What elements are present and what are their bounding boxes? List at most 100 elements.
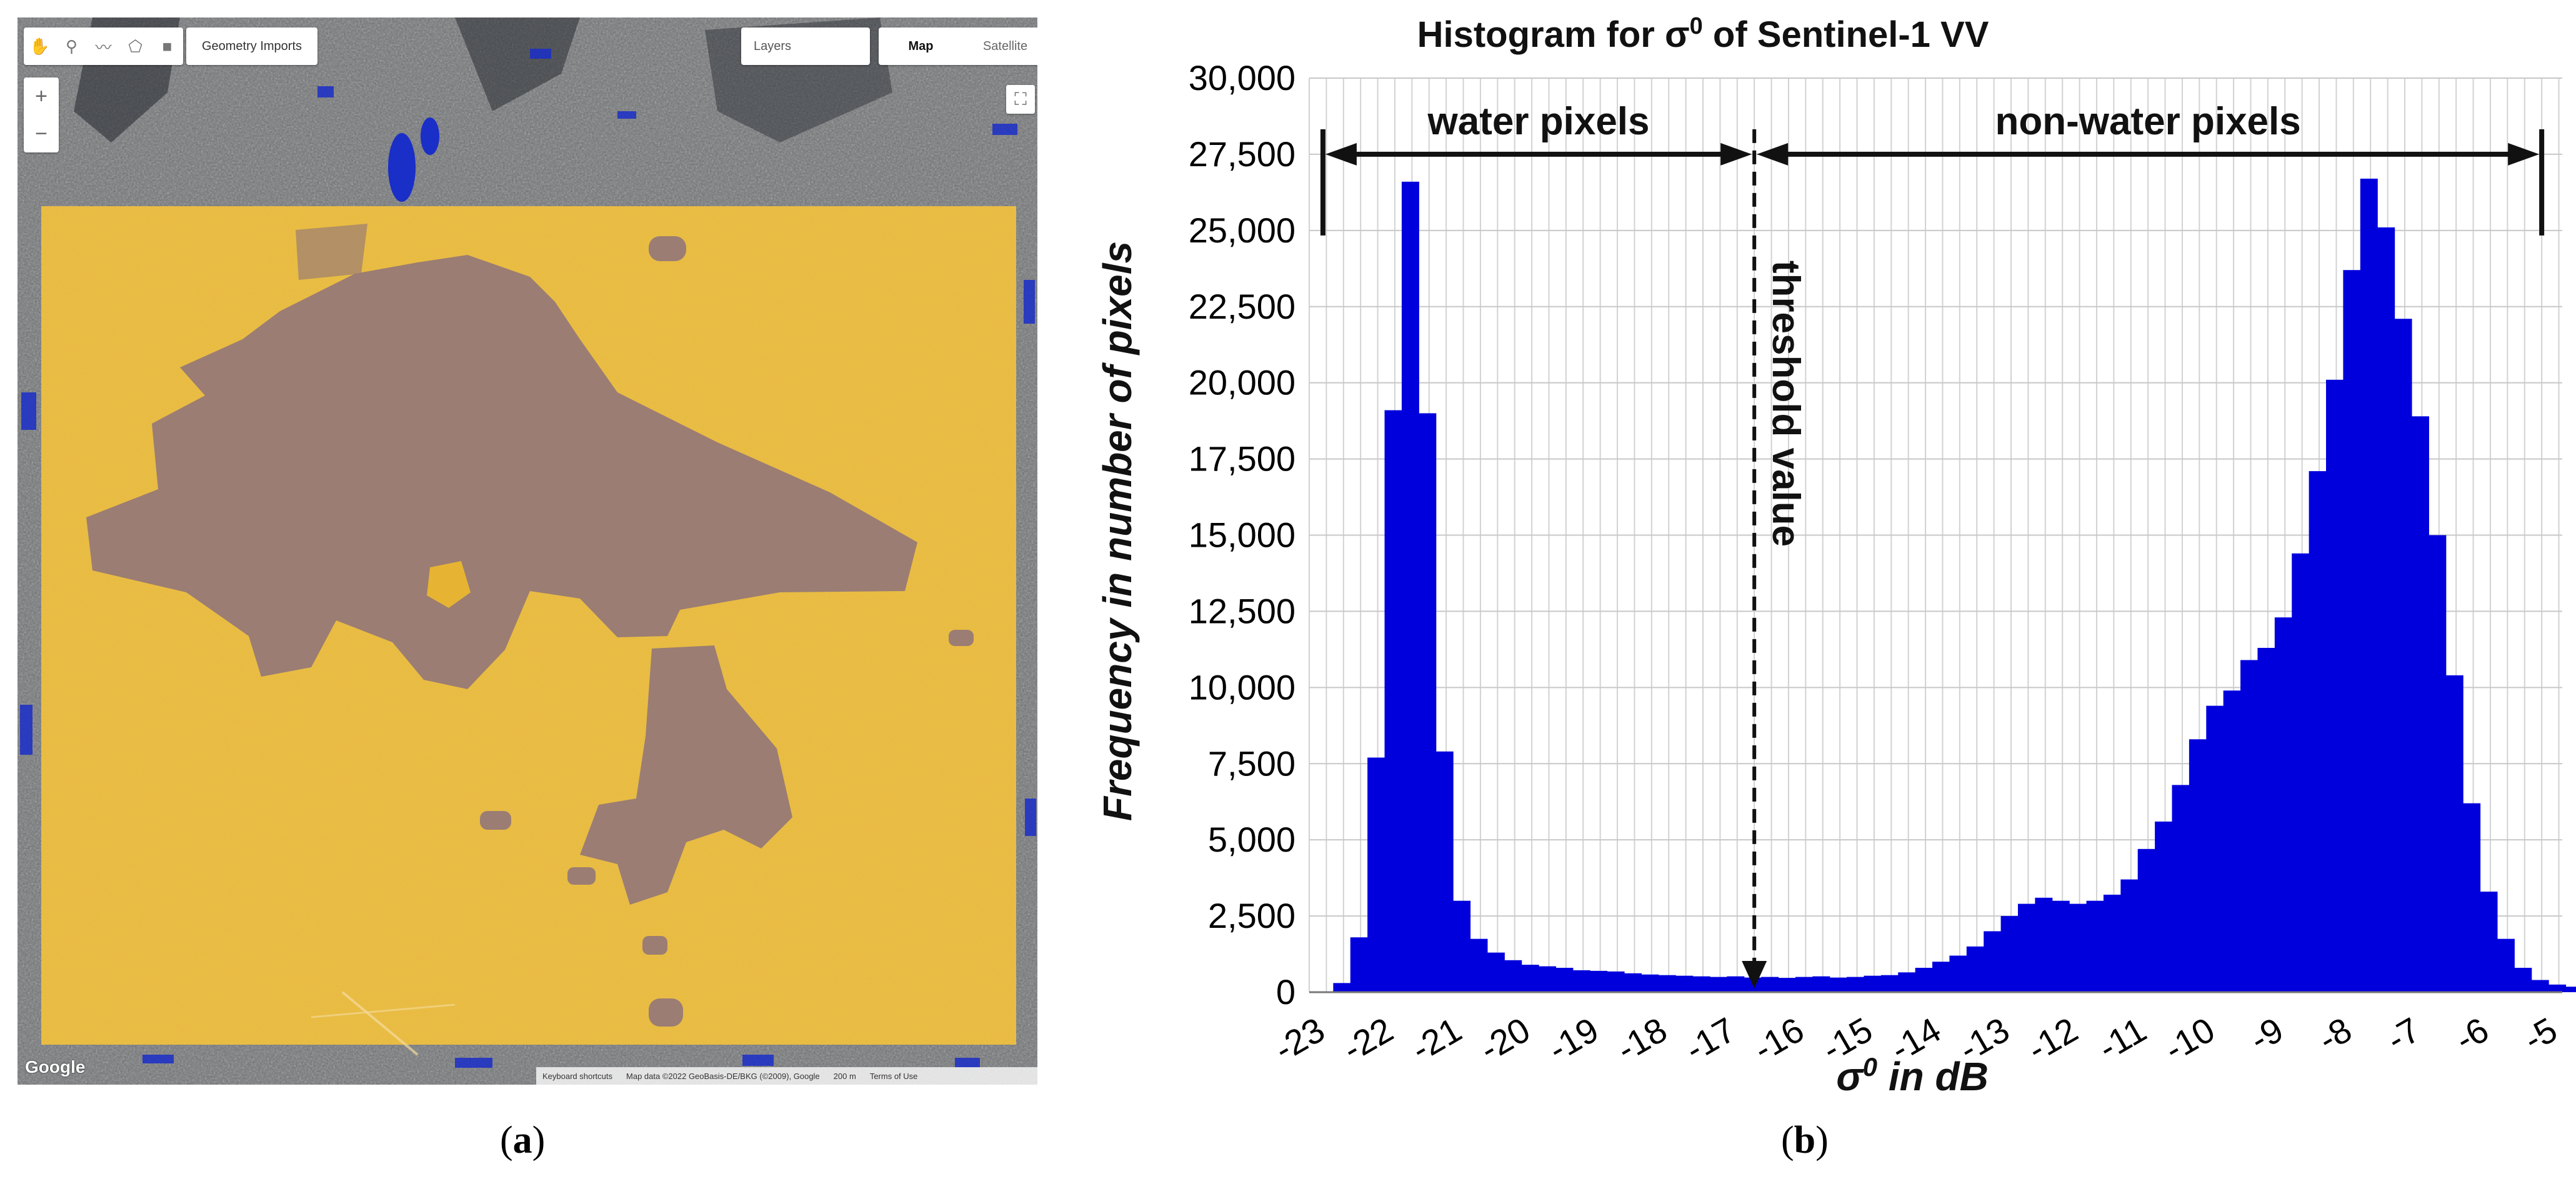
histogram-bar bbox=[1692, 976, 1710, 992]
x-tick-label: -7 bbox=[2380, 1010, 2427, 1059]
map-panel[interactable]: ✋ ⚲ 〰 ⬠ ■ Geometry Imports Layers Map Sa… bbox=[17, 17, 1037, 1085]
polygon-icon[interactable]: ⬠ bbox=[128, 36, 142, 56]
y-tick-label: 12,500 bbox=[1189, 591, 1295, 630]
histogram-bar bbox=[2445, 675, 2464, 992]
geometry-imports-button[interactable]: Geometry Imports bbox=[186, 27, 317, 65]
y-tick-labels: 0 2,500 5,000 7,500 10,000 12,500 15,000 17,500… bbox=[1189, 58, 1295, 1012]
histogram-bar bbox=[1487, 952, 1505, 992]
histogram-bar bbox=[1367, 757, 1385, 992]
zoom-control: + − bbox=[24, 77, 59, 152]
histogram-bar bbox=[1624, 973, 1642, 992]
histogram-bar bbox=[1658, 975, 1676, 992]
histogram-bar bbox=[2172, 785, 2190, 992]
drawing-toolbar: ✋ ⚲ 〰 ⬠ ■ bbox=[24, 27, 183, 65]
histogram-bar bbox=[1419, 413, 1437, 992]
fullscreen-icon[interactable]: ⛶ bbox=[1006, 85, 1035, 114]
histogram-bar bbox=[2514, 967, 2532, 992]
histogram-bar bbox=[1795, 977, 1813, 992]
chart-title: Histogram for σ0 of Sentinel-1 VV bbox=[1417, 13, 1989, 55]
y-axis-label: Frequency in number of pixels bbox=[1095, 241, 1140, 821]
histogram-bar bbox=[2360, 178, 2378, 993]
x-tick-label: -16 bbox=[1747, 1010, 1810, 1069]
zoom-out-button[interactable]: − bbox=[35, 121, 47, 146]
x-tick-label: -6 bbox=[2449, 1010, 2495, 1059]
histogram-bar bbox=[1555, 967, 1574, 992]
panel-label-b: (b) bbox=[1781, 1119, 1829, 1162]
line-icon[interactable]: 〰 bbox=[95, 37, 112, 57]
histogram-bar bbox=[1966, 946, 1984, 992]
histogram-bar bbox=[1675, 975, 1694, 992]
histogram-bar bbox=[2497, 938, 2515, 992]
histogram-bar bbox=[1590, 970, 1608, 992]
histogram-bar bbox=[2017, 903, 2035, 992]
marker-icon[interactable]: ⚲ bbox=[65, 36, 78, 56]
histogram-bar bbox=[1709, 977, 1727, 992]
x-tick-label: -18 bbox=[1610, 1010, 1674, 1069]
map-type-map[interactable]: Map bbox=[908, 39, 934, 53]
y-tick-label: 30,000 bbox=[1189, 58, 1295, 97]
map-type-satellite[interactable]: Satellite bbox=[982, 39, 1028, 53]
histogram-bar bbox=[1350, 937, 1368, 992]
y-tick-label: 2,500 bbox=[1208, 896, 1295, 935]
histogram-bar bbox=[2394, 319, 2412, 993]
y-tick-label: 7,500 bbox=[1208, 744, 1295, 783]
histogram-bar bbox=[1829, 977, 1847, 992]
histogram-bar bbox=[2052, 900, 2070, 992]
histogram-bar bbox=[2377, 227, 2395, 992]
annotations: water pixels non-water pixels threshold va… bbox=[1320, 100, 2545, 988]
arrow-head bbox=[1757, 142, 1789, 166]
histogram-bar bbox=[2223, 690, 2241, 992]
histogram-bar bbox=[2120, 879, 2139, 992]
terms-link[interactable]: Terms of Use bbox=[869, 1071, 918, 1081]
x-tick-label: -8 bbox=[2312, 1010, 2359, 1059]
arrow-head bbox=[1325, 142, 1357, 166]
panel-label-a: (a) bbox=[500, 1119, 546, 1162]
histogram-bar bbox=[1812, 976, 1830, 992]
x-tick-label: -19 bbox=[1542, 1010, 1605, 1069]
histogram-bar bbox=[1727, 976, 1745, 992]
x-tick-label: -22 bbox=[1336, 1010, 1400, 1069]
histogram-bar bbox=[2531, 980, 2549, 992]
histogram-bar bbox=[1915, 967, 1933, 992]
lake-region bbox=[86, 255, 917, 689]
histogram-bar bbox=[2411, 416, 2429, 992]
y-tick-label: 25,000 bbox=[1189, 211, 1295, 250]
hand-icon[interactable]: ✋ bbox=[29, 36, 50, 56]
rectangle-icon[interactable]: ■ bbox=[162, 36, 172, 56]
histogram-bar bbox=[1898, 972, 1916, 992]
histogram-bar bbox=[1761, 977, 1779, 992]
y-tick-label: 20,000 bbox=[1189, 363, 1295, 402]
histogram-bar bbox=[1607, 971, 1625, 992]
histogram-bar bbox=[2565, 987, 2576, 992]
histogram-bar bbox=[2035, 897, 2053, 992]
histogram-bar bbox=[1453, 900, 1471, 992]
x-axis-label: σ0 in dB bbox=[1836, 1052, 1989, 1100]
threshold-value-label: threshold value bbox=[1764, 261, 1807, 547]
y-tick-label: 5,000 bbox=[1208, 820, 1295, 859]
x-tick-label: -17 bbox=[1679, 1010, 1742, 1069]
histogram-chart: Histogram for σ0 of Sentinel-1 VV 0 2,500… bbox=[1095, 13, 2576, 1100]
y-tick-label: 0 bbox=[1276, 972, 1295, 1012]
histogram-bar bbox=[2549, 984, 2567, 992]
x-tick-label: -11 bbox=[2092, 1010, 2153, 1068]
layers-button[interactable]: Layers bbox=[741, 27, 870, 65]
arrow-head bbox=[1720, 142, 1752, 166]
histogram-bar bbox=[1864, 975, 1882, 992]
x-tick-label: -21 bbox=[1404, 1010, 1468, 1069]
zoom-in-button[interactable]: + bbox=[35, 84, 47, 108]
histogram-bar bbox=[2309, 471, 2327, 992]
histogram-bar bbox=[1539, 966, 1557, 992]
arrow-head bbox=[2508, 142, 2540, 166]
histogram-bar bbox=[1778, 978, 1796, 992]
histogram-bar bbox=[2155, 821, 2173, 992]
x-tick-label: -5 bbox=[2517, 1010, 2564, 1059]
histogram-bar bbox=[2463, 803, 2481, 992]
histogram-bar bbox=[2257, 647, 2275, 992]
y-tick-label: 27,500 bbox=[1189, 134, 1295, 174]
keyboard-shortcuts-link[interactable]: Keyboard shortcuts bbox=[542, 1071, 613, 1081]
histogram-bar bbox=[1984, 931, 2002, 992]
x-tick-label: -20 bbox=[1473, 1010, 1537, 1069]
scale-text: 200 m bbox=[833, 1071, 856, 1081]
water-pixels-label: water pixels bbox=[1427, 100, 1650, 143]
map-data-text: Map data ©2022 GeoBasis-DE/BKG (©2009), … bbox=[626, 1071, 820, 1081]
